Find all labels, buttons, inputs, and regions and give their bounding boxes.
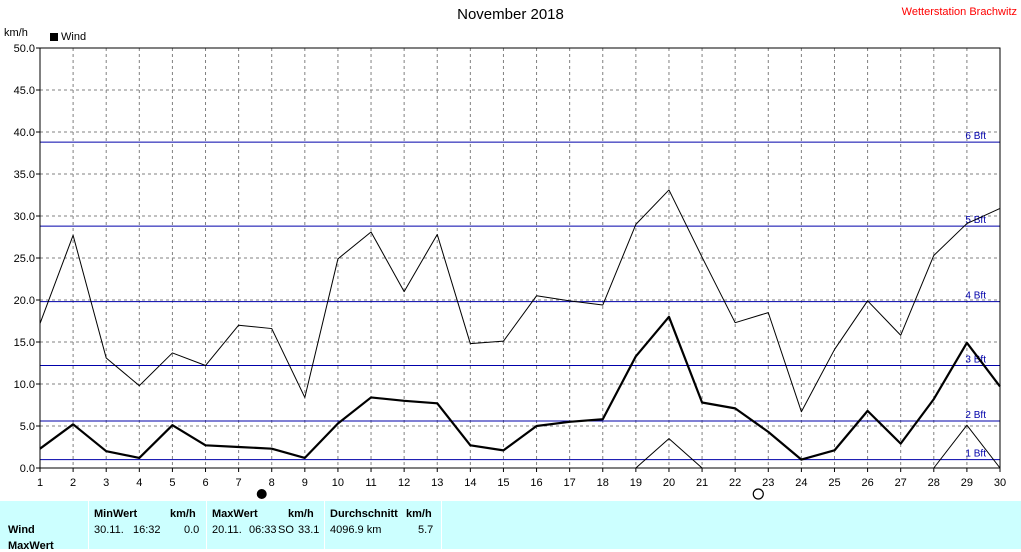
- legend: Wind: [50, 31, 86, 43]
- min-header: MinWert: [94, 508, 138, 520]
- series-line-2: [933, 424, 1001, 469]
- max-direction: SO: [278, 524, 294, 536]
- x-tick-label: 28: [928, 477, 940, 489]
- x-tick-label: 24: [795, 477, 807, 489]
- x-tick-label: 30: [994, 477, 1006, 489]
- stats-divider: [88, 501, 89, 549]
- avg-header: Durchschnitt: [330, 508, 398, 520]
- y-tick-label: 25.0: [14, 253, 35, 265]
- y-tick-label: 30.0: [14, 211, 35, 223]
- y-axis-unit: km/h: [4, 27, 28, 39]
- x-tick-label: 4: [136, 477, 142, 489]
- stats-divider: [206, 501, 207, 549]
- x-tick-label: 8: [269, 477, 275, 489]
- beaufort-label: 2 Bft: [965, 410, 986, 421]
- series-line-1: [39, 189, 1001, 413]
- x-tick-label: 2: [70, 477, 76, 489]
- x-tick-label: 16: [530, 477, 542, 489]
- x-tick-label: 11: [365, 477, 376, 489]
- x-tick-label: 12: [398, 477, 410, 489]
- y-tick-label: 40.0: [14, 127, 35, 139]
- y-tick-label: 35.0: [14, 169, 35, 181]
- min-date: 30.11.: [94, 524, 124, 536]
- x-tick-label: 22: [729, 477, 741, 489]
- x-tick-label: 13: [431, 477, 443, 489]
- plot-frame: [39, 47, 1001, 469]
- beaufort-label: 4 Bft: [965, 291, 986, 302]
- x-tick-label: 3: [103, 477, 109, 489]
- x-tick-label: 7: [236, 477, 242, 489]
- max-header: MaxWert: [212, 508, 258, 520]
- full-moon-icon: [256, 489, 267, 499]
- beaufort-label: 6 Bft: [965, 131, 986, 142]
- y-tick-label: 15.0: [14, 337, 35, 349]
- max-time: 06:33: [249, 524, 277, 536]
- avg-value: 5.7: [418, 524, 434, 536]
- x-tick-label: 18: [597, 477, 609, 489]
- legend-label: Wind: [61, 31, 87, 43]
- beaufort-label: 1 Bft: [965, 449, 986, 460]
- x-tick-label: 25: [828, 477, 840, 489]
- beaufort-label: 5 Bft: [965, 215, 986, 226]
- new-moon-icon: [752, 488, 764, 500]
- beaufort-label: 3 Bft: [965, 355, 986, 366]
- x-tick-label: 23: [762, 477, 774, 489]
- max-value: 33.1: [298, 524, 320, 536]
- x-tick-label: 20: [663, 477, 675, 489]
- stats-row-label: MaxWert: [8, 540, 54, 552]
- y-tick-label: 5.0: [20, 421, 35, 433]
- stats-divider: [441, 501, 442, 549]
- x-tick-label: 17: [564, 477, 576, 489]
- stats-panel: Wind MaxWert MinWert km/h 30.11. 16:32 0…: [0, 501, 1021, 552]
- x-tick-label: 5: [169, 477, 175, 489]
- x-tick-label: 26: [861, 477, 873, 489]
- avg-distance: 4096.9 km: [330, 524, 382, 536]
- stats-row-label: Wind: [8, 524, 35, 536]
- avg-unit: km/h: [406, 508, 432, 520]
- y-tick-label: 0.0: [20, 463, 35, 475]
- x-tick-label: 14: [464, 477, 476, 489]
- min-time: 16:32: [133, 524, 161, 536]
- min-unit: km/h: [170, 508, 196, 520]
- x-tick-label: 27: [895, 477, 907, 489]
- x-tick-label: 29: [961, 477, 973, 489]
- x-tick-label: 6: [202, 477, 208, 489]
- y-tick-label: 45.0: [14, 85, 35, 97]
- max-date: 20.11.: [212, 524, 242, 536]
- chart-title: November 2018: [457, 6, 564, 23]
- legend-swatch: [50, 33, 58, 41]
- x-tick-label: 21: [696, 477, 708, 489]
- y-tick-label: 50.0: [14, 43, 35, 55]
- min-value: 0.0: [184, 524, 200, 536]
- max-unit: km/h: [288, 508, 314, 520]
- x-tick-label: 10: [332, 477, 344, 489]
- stats-divider: [324, 501, 325, 549]
- series-line-wind: [39, 315, 1001, 461]
- y-tick-label: 10.0: [14, 379, 35, 391]
- series-line-2: [635, 438, 703, 469]
- wind-chart: 0.0 5.0 10.0 15.0 20.0 25.0 30.0 35.0 40.0 45.0 50…: [14, 43, 1006, 500]
- x-tick-label: 15: [497, 477, 509, 489]
- x-tick-label: 19: [630, 477, 642, 489]
- station-name: Wetterstation Brachwitz: [901, 6, 1017, 18]
- x-tick-label: 9: [302, 477, 308, 489]
- x-tick-label: 1: [37, 477, 43, 489]
- y-tick-label: 20.0: [14, 295, 35, 307]
